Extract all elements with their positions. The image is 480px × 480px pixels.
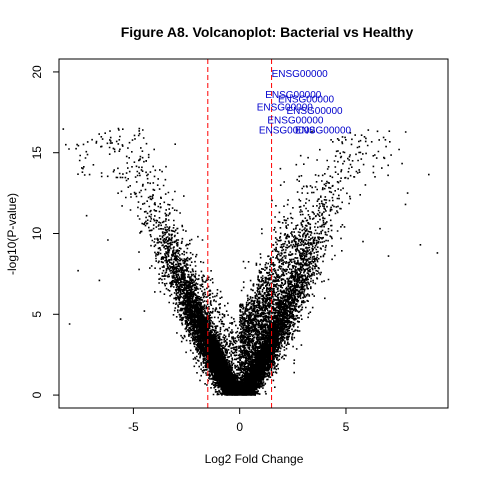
gene-label: ENSG00000 [259, 125, 316, 136]
gene-label: ENSG00000 [278, 95, 335, 106]
x-tick-label: 5 [343, 420, 350, 434]
chart-title: Figure A8. Volcanoplot: Bacterial vs Hea… [121, 24, 414, 40]
gene-label: ENSG00000 [286, 106, 343, 117]
gene-label: ENSG00000 [267, 116, 324, 127]
y-tick-label: 20 [30, 65, 44, 79]
y-axis-label: -log10(P-value) [5, 193, 19, 275]
point-cloud [62, 127, 439, 396]
x-tick-label: -5 [128, 420, 139, 434]
threshold-lines [207, 59, 273, 408]
plot-frame [58, 58, 449, 409]
y-tick-label: 15 [30, 146, 44, 160]
gene-label: ENSG00000 [257, 103, 314, 114]
gene-label: ENSG00000 [295, 125, 352, 136]
y-tick-label: 10 [30, 227, 44, 241]
y-tick-label: 5 [30, 311, 44, 318]
data-points [62, 127, 439, 396]
y-tick-label: 0 [30, 391, 44, 398]
gene-labels: ENSG00000ENSG00000ENSG00000ENSG00000ENSG… [257, 69, 352, 137]
x-tick-label: 0 [236, 420, 243, 434]
x-axis-label: Log2 Fold Change [205, 452, 304, 466]
gene-label: ENSG00000 [272, 69, 329, 80]
gene-label: ENSG00000 [265, 90, 322, 101]
